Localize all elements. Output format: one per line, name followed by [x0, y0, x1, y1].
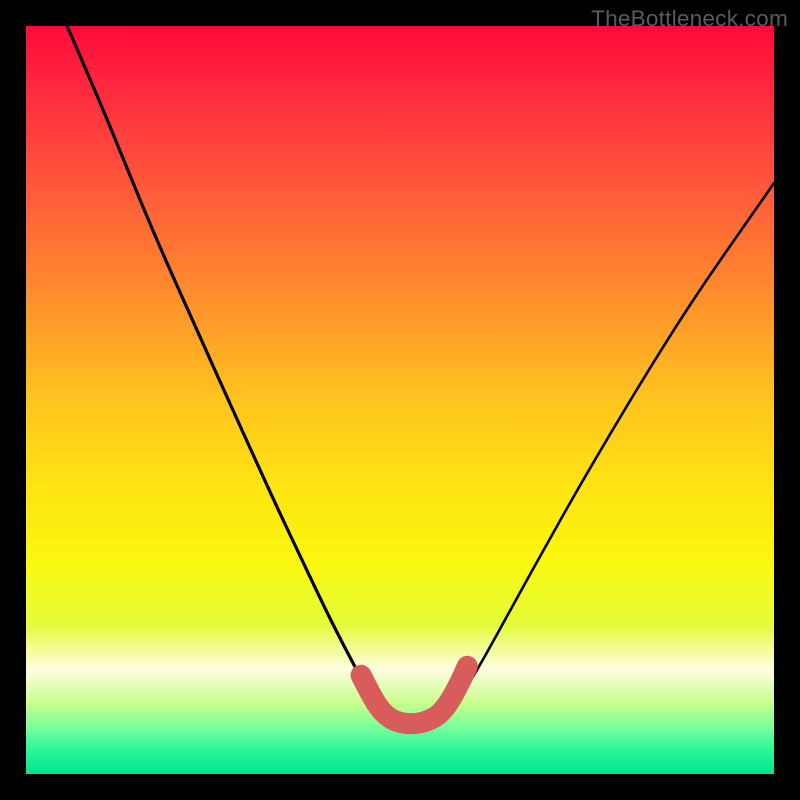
- chart-background: [26, 26, 774, 774]
- chart-stage: TheBottleneck.com: [0, 0, 800, 800]
- bottleneck-chart: [26, 26, 774, 774]
- watermark-text: TheBottleneck.com: [591, 6, 788, 32]
